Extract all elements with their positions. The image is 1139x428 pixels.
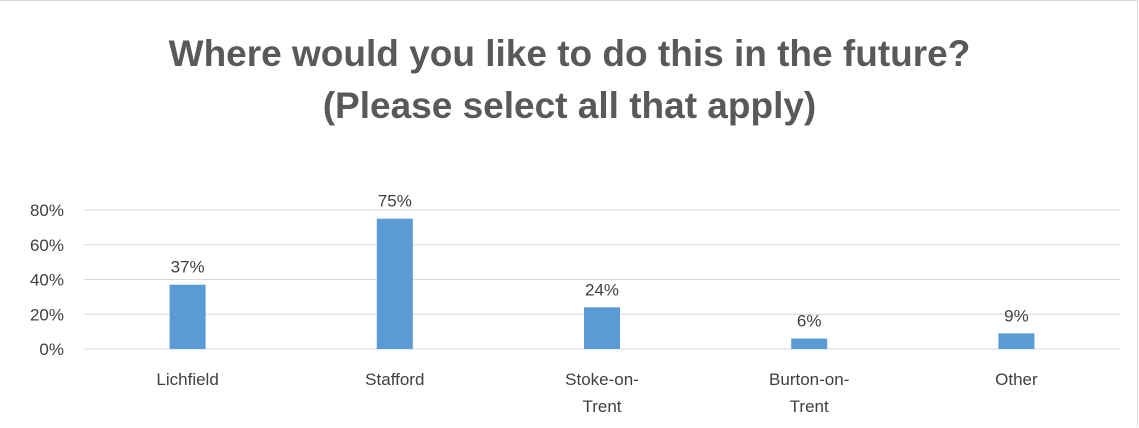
y-tick-label: 40% bbox=[30, 271, 64, 290]
y-tick-label: 0% bbox=[39, 340, 64, 359]
bar bbox=[998, 333, 1035, 349]
bar bbox=[169, 284, 206, 349]
data-label: 37% bbox=[171, 258, 205, 277]
bar bbox=[791, 338, 828, 349]
data-label: 75% bbox=[378, 192, 412, 211]
x-tick-label: Stoke-on- bbox=[565, 370, 639, 389]
y-tick-label: 60% bbox=[30, 236, 64, 255]
data-label: 6% bbox=[797, 312, 822, 331]
x-tick-label: Burton-on- bbox=[769, 370, 849, 389]
data-label: 24% bbox=[585, 280, 619, 299]
chart-subtitle: (Please select all that apply) bbox=[322, 85, 817, 126]
x-tick-label: Trent bbox=[790, 397, 829, 416]
data-label: 9% bbox=[1004, 306, 1029, 325]
chart-title-block: Where would you like to do this in the f… bbox=[0, 28, 1139, 132]
y-tick-label: 20% bbox=[30, 305, 64, 324]
x-tick-label: Other bbox=[995, 370, 1038, 389]
bar bbox=[376, 218, 413, 349]
bar bbox=[584, 307, 620, 349]
y-tick-label: 80% bbox=[30, 201, 64, 220]
x-tick-label: Trent bbox=[582, 397, 621, 416]
chart-title: Where would you like to do this in the f… bbox=[168, 33, 971, 74]
x-tick-label: Stafford bbox=[365, 370, 424, 389]
x-tick-label: Lichfield bbox=[156, 370, 218, 389]
